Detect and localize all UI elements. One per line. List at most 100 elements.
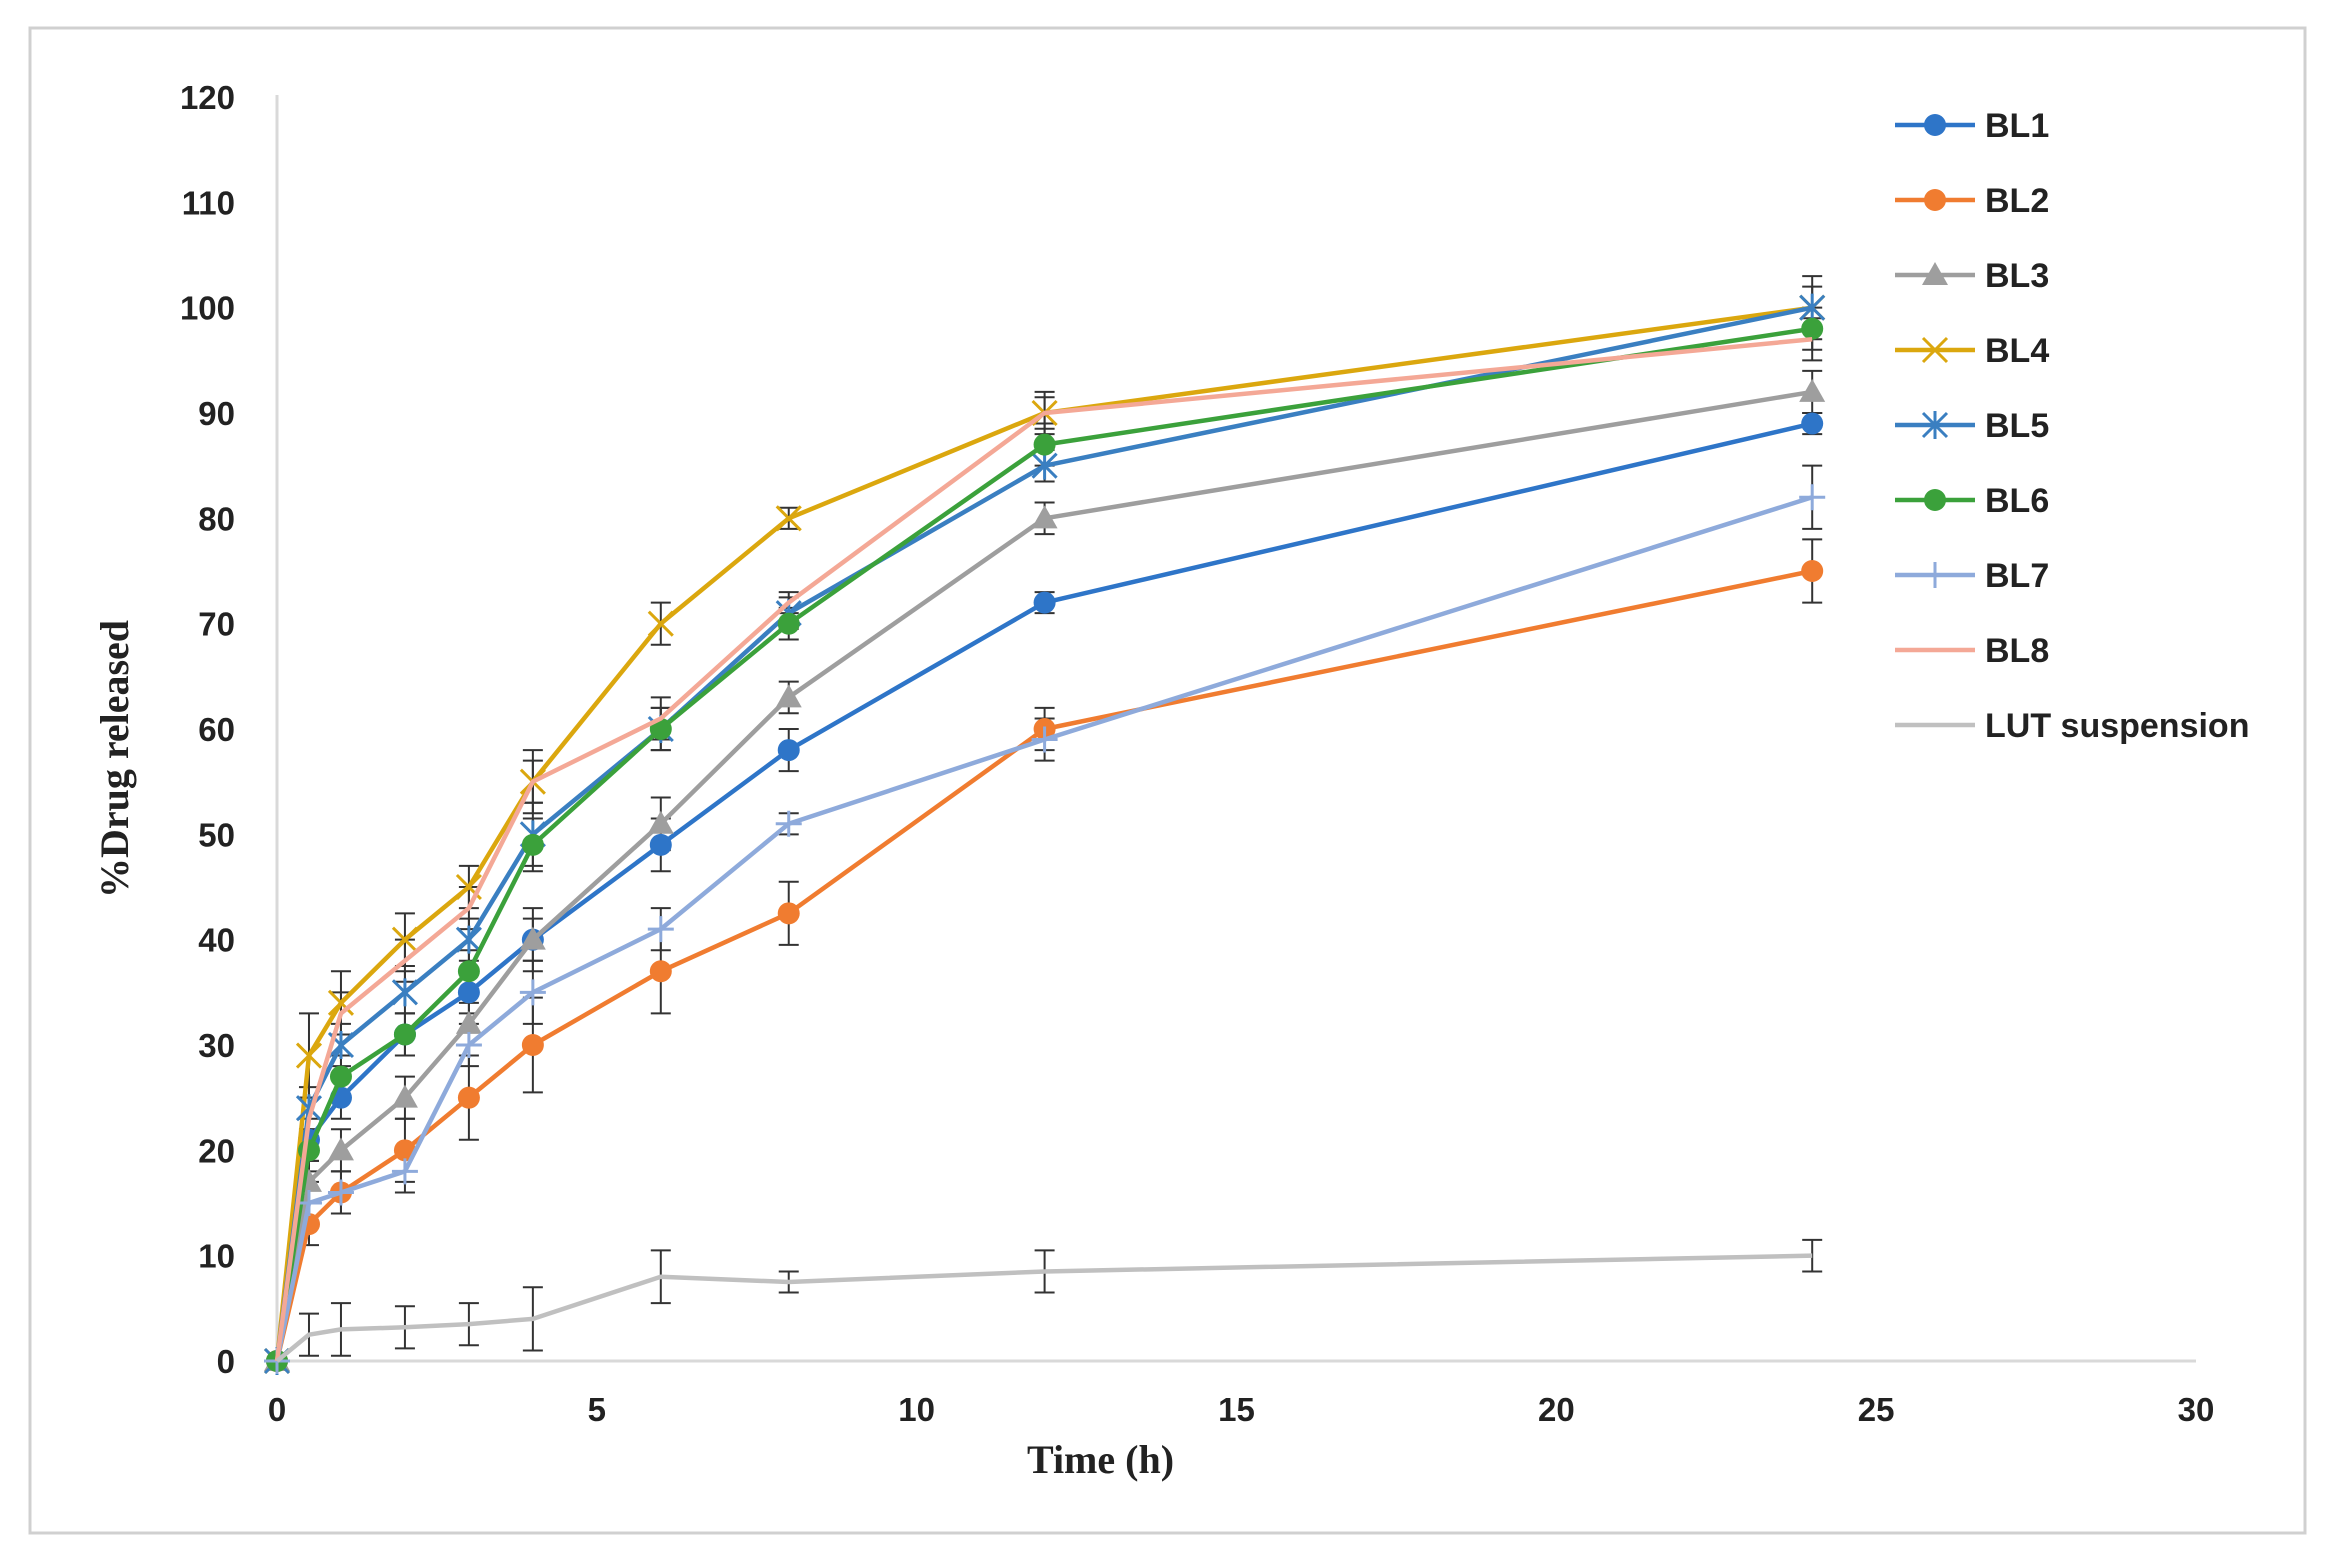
data-point-bl3: [1799, 378, 1826, 402]
data-point-bl3: [775, 684, 802, 708]
data-point-bl2: [457, 1086, 480, 1109]
data-point-bl4: [775, 505, 802, 532]
legend-item-bl4: BL4: [1895, 332, 2049, 370]
y-tick-label: 70: [198, 606, 235, 643]
legend-label: BL5: [1985, 407, 2049, 445]
legend-item-lut-suspension: LUT suspension: [1895, 707, 2249, 745]
legend-item-bl3: BL3: [1895, 257, 2049, 295]
data-point-bl5: [455, 925, 482, 954]
y-tick-label: 110: [182, 184, 235, 221]
series-line-bl2: [274, 568, 1813, 1362]
x-tick-label: 20: [1538, 1391, 1575, 1428]
series-line-bl7: [274, 495, 1813, 1362]
x-tick-label: 30: [2178, 1391, 2215, 1428]
legend-label: BL1: [1985, 107, 2049, 145]
data-point-bl7: [1031, 726, 1058, 753]
x-axis-title: Time (h): [1027, 1437, 1174, 1482]
data-point-bl7: [775, 810, 802, 837]
series-lut-suspension: [275, 1253, 1813, 1363]
data-point-bl7: [295, 1190, 322, 1216]
data-point-bl5: [391, 978, 418, 1007]
series-line-bl5: [274, 305, 1813, 1362]
data-point-bl7: [391, 1158, 418, 1185]
data-point-bl3: [647, 810, 674, 834]
y-tick-label: 40: [198, 922, 235, 959]
y-tick-label: 100: [180, 290, 235, 327]
data-point-bl7: [455, 1032, 482, 1058]
data-point-bl4: [295, 1042, 323, 1069]
legend-label: LUT suspension: [1985, 707, 2249, 745]
legend-label: BL7: [1985, 557, 2049, 595]
data-point-bl7: [519, 979, 546, 1006]
legend-item-bl1: BL1: [1895, 107, 2049, 145]
data-point-bl1: [1033, 591, 1056, 614]
legend-marker: [1921, 411, 1949, 439]
legend-label: BL4: [1985, 332, 2049, 370]
series-line-bl6: [274, 326, 1813, 1362]
series-line-lut-suspension: [275, 1253, 1813, 1363]
y-tick-label: 30: [198, 1027, 235, 1064]
legend-item-bl6: BL6: [1895, 482, 2049, 520]
data-point-bl5: [1031, 451, 1058, 480]
data-point-bl2: [649, 960, 672, 983]
data-point-bl2: [1801, 560, 1824, 582]
legend-item-bl2: BL2: [1895, 182, 2049, 220]
data-point-bl4: [327, 989, 355, 1016]
x-tick-label: 0: [268, 1391, 286, 1428]
series-bl6: [266, 317, 1824, 1372]
x-tick-label: 5: [588, 1391, 606, 1428]
x-tick-label: 15: [1218, 1391, 1255, 1428]
data-point-bl7: [1799, 484, 1826, 511]
legend-item-bl5: BL5: [1895, 407, 2049, 445]
data-point-bl4: [391, 926, 418, 953]
data-point-bl3: [455, 1010, 482, 1034]
series-bl7: [264, 484, 1826, 1374]
y-tick-label: 80: [198, 500, 235, 537]
series-line-bl8: [274, 337, 1813, 1362]
legend-label: BL6: [1985, 482, 2049, 520]
series-group: [263, 293, 1826, 1375]
y-tick-label: 10: [198, 1238, 235, 1275]
data-point-bl3: [1031, 505, 1058, 529]
legend-marker: [1922, 262, 1948, 285]
legend-item-bl7: BL7: [1895, 557, 2049, 595]
data-point-bl6: [393, 1023, 416, 1046]
data-point-bl1: [1801, 412, 1824, 435]
y-tick-label: 90: [198, 395, 235, 432]
data-point-bl6: [329, 1065, 352, 1088]
data-point-bl1: [649, 833, 672, 856]
data-point-bl3: [391, 1084, 418, 1108]
data-point-bl1: [777, 739, 800, 762]
legend-label: BL2: [1985, 182, 2049, 220]
y-tick-label: 120: [180, 79, 235, 116]
y-tick-label: 60: [198, 711, 235, 748]
y-tick-label: 0: [217, 1343, 235, 1380]
data-point-bl6: [457, 960, 480, 983]
data-point-bl6: [1801, 317, 1824, 340]
data-point-bl3: [519, 926, 546, 950]
legend-item-bl8: BL8: [1895, 632, 2049, 670]
axes: 0 10 20 30 40 50 60 70 80 90 100 110 120 0 5 10 15 20 25 30: [180, 79, 2214, 1428]
y-axis-title: %Drug released: [92, 620, 137, 898]
legend-marker: [1924, 189, 1946, 211]
data-point-bl6: [297, 1139, 320, 1162]
series-line-bl4: [274, 305, 1813, 1362]
series-bl8: [274, 337, 1813, 1362]
legend-marker: [1924, 114, 1946, 136]
data-point-bl7: [647, 916, 674, 943]
data-point-bl2: [777, 902, 800, 925]
y-tick-label: 50: [198, 816, 235, 853]
data-point-bl2: [521, 1034, 544, 1056]
data-point-bl1: [457, 981, 480, 1004]
data-point-bl6: [777, 612, 800, 635]
legend-label: BL8: [1985, 632, 2049, 670]
x-tick-label: 10: [898, 1391, 935, 1428]
data-point-bl6: [521, 833, 544, 856]
legend: BL1 BL2 BL3 BL4 BL5 BL6 BL7 BL8 LUT suspension: [1895, 107, 2249, 745]
legend-marker: [1921, 336, 1949, 364]
legend-label: BL3: [1985, 257, 2049, 295]
x-tick-label: 25: [1858, 1391, 1895, 1428]
y-tick-label: 20: [198, 1132, 235, 1169]
